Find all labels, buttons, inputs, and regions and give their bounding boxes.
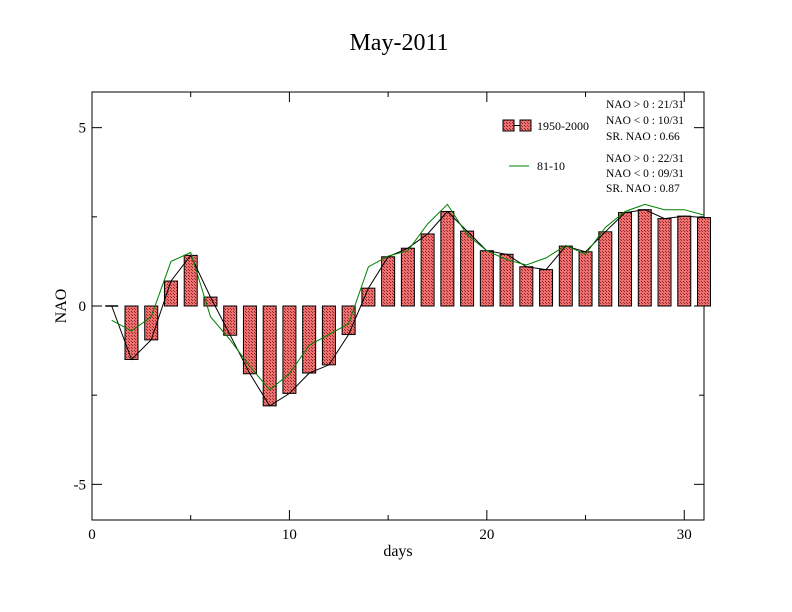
bar xyxy=(124,305,139,360)
legend-bar-swatch-left xyxy=(502,119,515,132)
annotation-line: NAO > 0 : 21/31 xyxy=(606,99,684,111)
annotation-line: NAO > 0 : 22/31 xyxy=(606,153,684,165)
annotation-line: NAO < 0 : 10/31 xyxy=(606,115,684,127)
bar xyxy=(400,247,415,307)
bar xyxy=(144,305,159,341)
y-tick-label: 0 xyxy=(79,299,87,315)
annotation-line: SR. NAO : 0.87 xyxy=(606,183,680,195)
bar xyxy=(223,305,238,336)
bar xyxy=(242,305,257,375)
series-line-81-10 xyxy=(111,203,705,391)
x-axis-label: days xyxy=(383,543,412,560)
legend-bar-label: 1950-2000 xyxy=(537,119,589,133)
bar xyxy=(578,251,593,307)
bar xyxy=(697,217,711,307)
bar xyxy=(519,266,534,307)
bar xyxy=(262,305,277,407)
series-line-black xyxy=(111,209,705,407)
x-tick-label: 20 xyxy=(479,527,494,543)
x-tick-label: 0 xyxy=(88,527,96,543)
legend-bar-swatch-right xyxy=(519,119,532,132)
legend: 1950-2000 81-10 xyxy=(502,119,589,173)
bar xyxy=(420,233,435,307)
bar xyxy=(361,287,376,307)
axes-layer: -5 0 5 0 10 20 30 xyxy=(74,92,704,543)
bar xyxy=(637,209,652,307)
annotation-line: SR. NAO : 0.66 xyxy=(606,131,680,143)
bar xyxy=(479,250,494,307)
bar xyxy=(302,305,317,374)
bars-layer xyxy=(105,209,711,407)
y-axis-label: NAO xyxy=(53,289,70,324)
bar xyxy=(282,305,297,394)
chart-title: May-2011 xyxy=(349,30,448,56)
bar xyxy=(440,210,455,307)
bar xyxy=(321,305,336,366)
bar xyxy=(183,254,198,307)
legend-line-label: 81-10 xyxy=(537,159,565,173)
bar xyxy=(598,231,613,307)
annotation-line: NAO < 0 : 09/31 xyxy=(606,168,684,180)
stats-annotation-81-10: NAO > 0 : 22/31 NAO < 0 : 09/31 SR. NAO … xyxy=(606,153,684,195)
bar xyxy=(657,218,672,307)
stats-annotation-1950-2000: NAO > 0 : 21/31 NAO < 0 : 10/31 SR. NAO … xyxy=(606,99,684,143)
x-tick-label: 10 xyxy=(282,527,297,543)
bar xyxy=(618,212,633,307)
y-tick-label: -5 xyxy=(74,477,87,493)
x-tick-label: 30 xyxy=(677,527,692,543)
bar xyxy=(677,215,692,307)
bar xyxy=(460,230,475,307)
lines-layer xyxy=(111,203,705,407)
bar xyxy=(499,253,514,307)
y-tick-label: 5 xyxy=(79,121,87,137)
bar xyxy=(539,269,554,307)
bar xyxy=(558,245,573,307)
